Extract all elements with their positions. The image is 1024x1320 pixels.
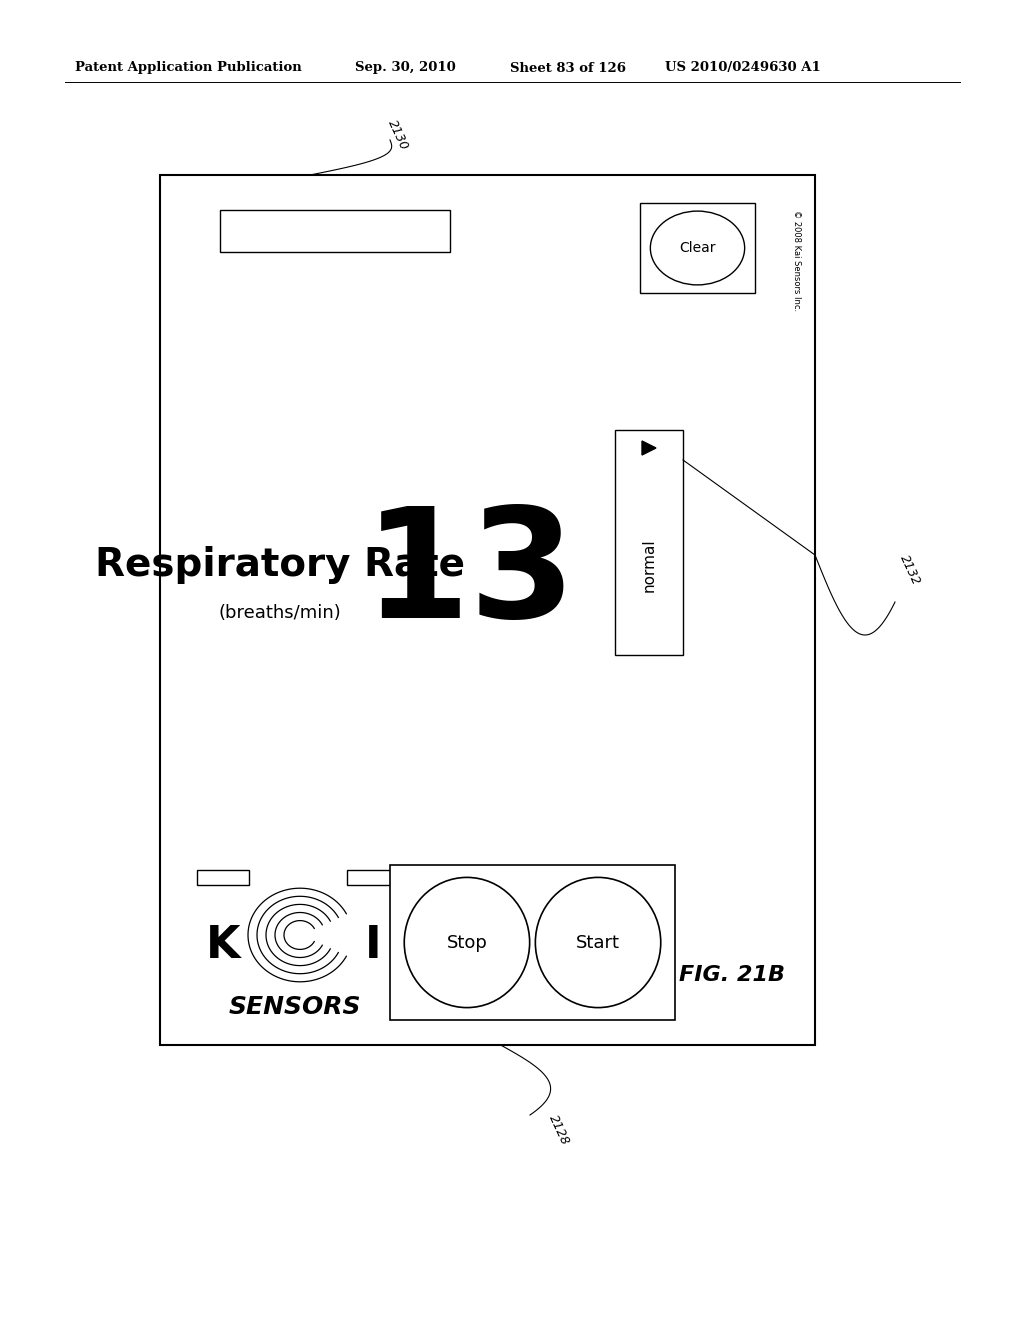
Text: 2130: 2130: [385, 117, 411, 152]
Bar: [390, 865, 675, 1020]
Text: Sheet 83 of 126: Sheet 83 of 126: [510, 62, 626, 74]
Text: Sep. 30, 2010: Sep. 30, 2010: [355, 62, 456, 74]
Text: Clear: Clear: [679, 242, 716, 255]
Bar: [640, 203, 755, 293]
Bar: [197, 870, 249, 884]
Text: (breaths/min): (breaths/min): [219, 605, 341, 622]
Bar: [220, 210, 450, 252]
Text: SENSORS: SENSORS: [228, 995, 361, 1019]
Text: Start: Start: [577, 933, 621, 952]
Text: FIG. 21B: FIG. 21B: [679, 965, 785, 985]
Text: I: I: [365, 924, 381, 966]
Text: normal: normal: [641, 539, 656, 591]
Ellipse shape: [650, 211, 744, 285]
Ellipse shape: [536, 878, 660, 1007]
Bar: [615, 430, 683, 655]
Ellipse shape: [404, 878, 529, 1007]
Text: Respiratory Rate: Respiratory Rate: [95, 546, 465, 583]
Text: Stop: Stop: [446, 933, 487, 952]
Text: 13: 13: [364, 500, 577, 649]
Bar: [160, 176, 815, 1045]
Polygon shape: [642, 441, 656, 455]
Text: 2132: 2132: [897, 553, 923, 587]
Text: US 2010/0249630 A1: US 2010/0249630 A1: [665, 62, 821, 74]
Bar: [347, 870, 399, 884]
Text: K: K: [206, 924, 241, 966]
Text: © 2008 Kai Sensors Inc.: © 2008 Kai Sensors Inc.: [793, 210, 802, 312]
Text: Patent Application Publication: Patent Application Publication: [75, 62, 302, 74]
Text: 2128: 2128: [546, 1113, 571, 1147]
